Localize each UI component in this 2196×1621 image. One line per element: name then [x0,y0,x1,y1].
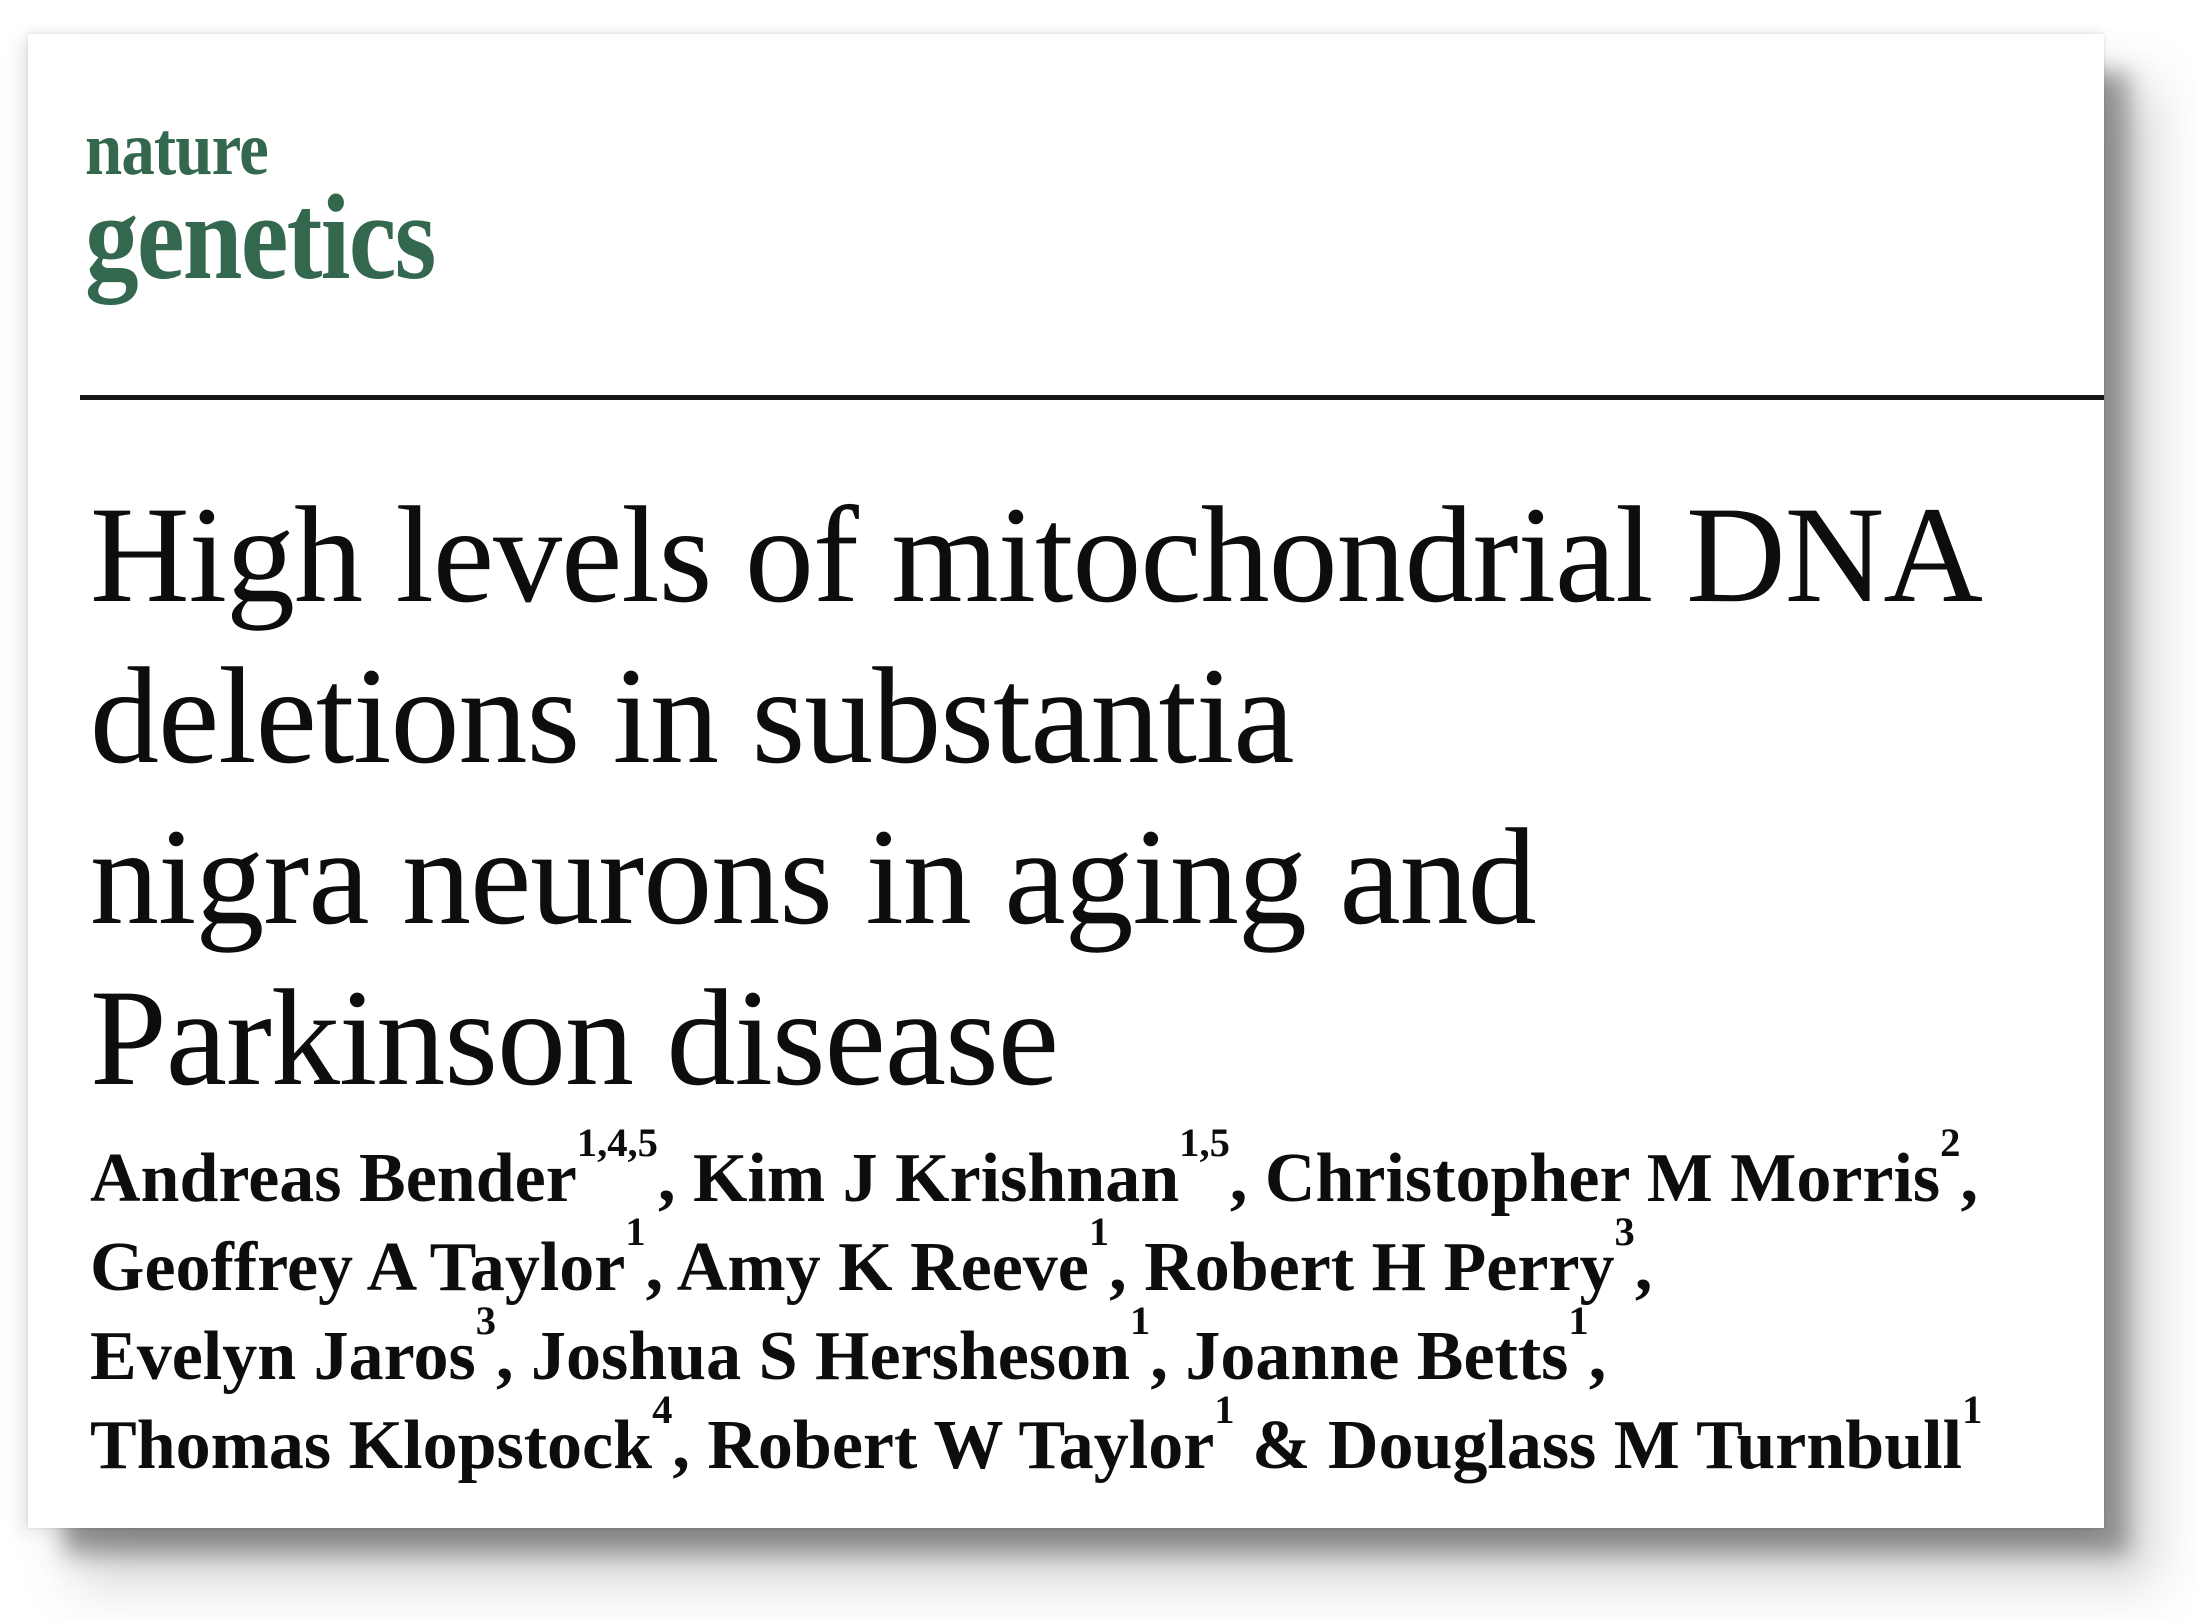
journal-logo: nature genetics [85,107,436,305]
author-name: , Kim J Krishnan [657,1140,1180,1217]
logo-nature-line: nature [85,107,269,191]
affiliation-superscript: 3 [1614,1208,1635,1254]
header-rule-divider [80,395,2104,400]
author-name: , [1588,1318,1607,1395]
page-card: nature genetics High levels of mitochond… [28,34,2104,1528]
author-list: Andreas Bender1,4,5, Kim J Krishnan1,5, … [90,1122,1982,1490]
author-line: Andreas Bender1,4,5, Kim J Krishnan1,5, … [90,1122,1982,1223]
title-line: High levels of mitochondrial DNA [90,478,1983,631]
author-name: Geoffrey A Taylor [90,1229,626,1306]
affiliation-superscript: 1 [1568,1297,1589,1343]
paper-title: High levels of mitochondrial DNA deletion… [90,474,1983,1118]
affiliation-superscript: 3 [475,1297,496,1343]
affiliation-superscript: 1,5 [1179,1119,1230,1165]
author-name: Andreas Bender [90,1140,577,1217]
affiliation-superscript: 1 [1130,1297,1151,1343]
author-name: , Joanne Betts [1150,1318,1569,1395]
logo-genetics-line: genetics [85,170,436,305]
author-name: , [1960,1140,1978,1217]
author-name: & Douglass M Turnbull [1234,1407,1963,1484]
affiliation-superscript: 1 [625,1208,646,1254]
author-line: Thomas Klopstock4, Robert W Taylor1 & Do… [90,1389,1982,1490]
author-name: , Robert H Perry [1109,1229,1615,1306]
affiliation-superscript: 1 [1088,1208,1110,1254]
title-line: Parkinson disease [90,961,1059,1114]
title-line: deletions in substantia [90,639,1295,792]
affiliation-superscript: 1 [1214,1386,1235,1432]
author-line: Evelyn Jaros3, Joshua S Hersheson1, Joan… [90,1300,1982,1401]
affiliation-superscript: 1 [1962,1386,1983,1432]
affiliation-superscript: 4 [652,1386,673,1432]
author-name: Evelyn Jaros [90,1318,476,1395]
author-name: , [1634,1229,1653,1306]
author-name: , Joshua S Hersheson [495,1318,1131,1395]
author-name: Thomas Klopstock [90,1407,653,1484]
author-name: , Christopher M Morris [1229,1140,1941,1217]
title-line: nigra neurons in aging and [90,800,1537,953]
author-name: , Robert W Taylor [672,1407,1215,1484]
affiliation-superscript: 1,4,5 [576,1119,658,1165]
affiliation-superscript: 2 [1940,1119,1961,1165]
author-name: , Amy K Reeve [645,1229,1089,1306]
author-line: Geoffrey A Taylor1, Amy K Reeve1, Robert… [90,1211,1982,1312]
